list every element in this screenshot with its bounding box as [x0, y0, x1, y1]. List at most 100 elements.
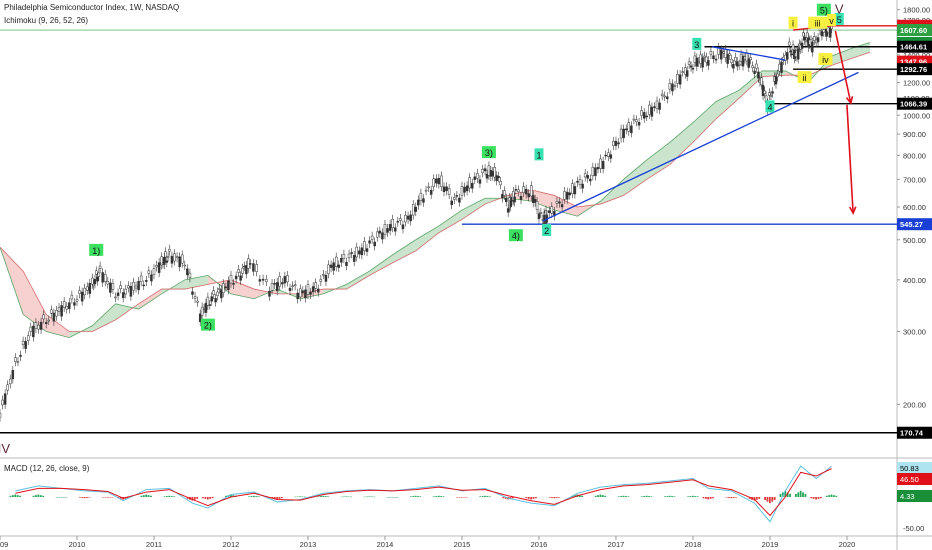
- ichimoku-cloud-segment: [369, 254, 393, 276]
- wave-label: 2): [200, 318, 215, 331]
- macd-histogram-bar: [206, 497, 209, 500]
- macd-histogram-bar: [555, 497, 558, 498]
- candle-body: [241, 267, 244, 274]
- macd-histogram-bar: [648, 496, 650, 497]
- macd-histogram-bar: [168, 495, 171, 497]
- x-tick-label: 2009: [0, 540, 8, 549]
- candle-body: [316, 288, 320, 293]
- candle-body: [732, 64, 735, 69]
- candle-body: [571, 183, 574, 194]
- candle-body: [624, 128, 628, 131]
- candle-body: [485, 173, 489, 179]
- price-tag: 170.74: [897, 426, 932, 439]
- candle-body: [283, 276, 287, 284]
- macd-y-tick-label: -50.00: [903, 524, 924, 533]
- macd-histogram-bar: [728, 497, 730, 498]
- macd-value-box: [897, 490, 932, 502]
- candle-body: [29, 326, 33, 332]
- macd-histogram-bar: [781, 492, 784, 497]
- macd-histogram-bar: [363, 496, 366, 498]
- candle-body: [678, 74, 682, 85]
- macd-histogram-bar: [319, 496, 322, 497]
- candle-body: [440, 175, 443, 187]
- candle-body: [583, 173, 587, 178]
- candle-body: [822, 29, 826, 33]
- candle-body: [134, 285, 138, 289]
- candle-body: [429, 189, 433, 195]
- candle-body: [751, 65, 754, 68]
- candle-body: [660, 93, 664, 96]
- candle-body: [183, 264, 187, 267]
- candle-body: [237, 269, 240, 273]
- candle-body: [91, 277, 94, 285]
- x-tick-label: 2014: [377, 540, 394, 549]
- candle-body: [145, 279, 148, 282]
- candle-body: [239, 275, 242, 281]
- wave-label-text: 4: [767, 102, 772, 112]
- macd-histogram-bar: [535, 497, 537, 499]
- macd-histogram-bar: [687, 496, 689, 497]
- candle-body: [101, 272, 104, 283]
- candle-body: [142, 284, 145, 287]
- x-tick-label: 2010: [69, 540, 86, 549]
- candle-body: [445, 186, 448, 192]
- candle-body: [737, 64, 741, 66]
- ichimoku-cloud-segment: [716, 90, 740, 119]
- macd-histogram-bar: [278, 497, 281, 499]
- candle-body: [769, 94, 773, 97]
- candle-body: [111, 283, 115, 290]
- candle-body: [347, 253, 351, 259]
- candle-body: [196, 300, 199, 303]
- macd-histogram-bar: [83, 497, 86, 499]
- candle-body: [513, 196, 516, 203]
- macd-histogram-bar: [253, 495, 255, 497]
- candle-body: [26, 335, 30, 341]
- macd-histogram-bar: [317, 496, 320, 497]
- price-tag: 545.27: [897, 218, 932, 231]
- candle-body: [358, 250, 361, 255]
- macd-histogram-bar: [414, 495, 417, 497]
- candle-body: [129, 286, 133, 297]
- candle-body: [581, 183, 584, 189]
- ichimoku-cloud-segment: [646, 142, 670, 180]
- candle-body: [650, 106, 654, 117]
- ichimoku-cloud-segment: [692, 101, 717, 143]
- macd-histogram-bar: [391, 497, 394, 498]
- price-tag-label: 1464.61: [900, 43, 927, 52]
- macd-histogram-bar: [664, 496, 666, 497]
- candle-body: [749, 57, 752, 61]
- candle-body: [119, 285, 122, 289]
- macd-histogram-bar: [60, 497, 63, 498]
- candle-body: [791, 44, 795, 50]
- macd-histogram-bar: [186, 497, 189, 499]
- candle-body: [147, 270, 151, 274]
- candle-body: [75, 299, 79, 302]
- wave-label-text: 2): [204, 321, 212, 331]
- candle-body: [539, 212, 543, 214]
- price-tag: 1066.39: [897, 97, 932, 110]
- candle-body: [816, 37, 820, 43]
- wave-label: 3): [481, 146, 496, 159]
- macd-histogram-bar: [209, 497, 212, 499]
- macd-histogram-bar: [442, 496, 445, 497]
- candle-body: [155, 265, 158, 268]
- candle-body: [642, 112, 646, 119]
- wave-label: 4): [508, 229, 523, 242]
- candle-body: [265, 279, 268, 282]
- macd-histogram-bar: [832, 495, 835, 497]
- candle-body: [16, 361, 20, 363]
- macd-histogram-bar: [55, 497, 58, 498]
- candle-body: [465, 185, 469, 192]
- macd-histogram-bar: [735, 497, 738, 498]
- candle-body: [245, 265, 248, 275]
- candle-body: [78, 290, 81, 294]
- ichimoku-cloud-segment: [230, 279, 255, 299]
- macd-histogram-bar: [62, 497, 65, 498]
- candle-body: [786, 52, 789, 60]
- candle-body: [417, 199, 420, 206]
- macd-histogram-bar: [322, 495, 325, 497]
- macd-histogram-bar: [511, 497, 514, 499]
- wave-label-bg: [797, 71, 812, 84]
- candle-body: [463, 186, 466, 193]
